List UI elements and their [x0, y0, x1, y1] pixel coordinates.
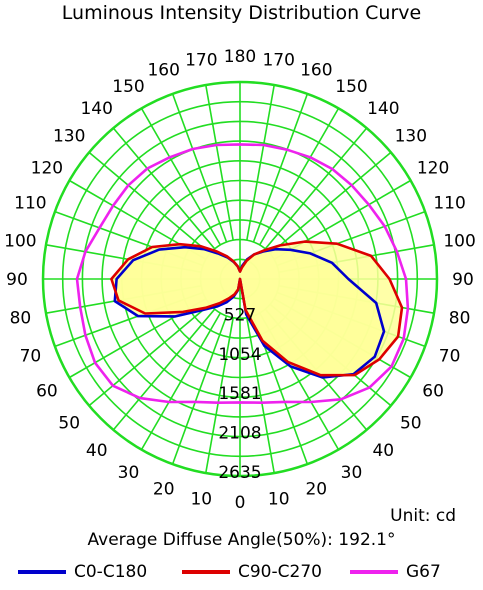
angle-tick-label: 60 [422, 382, 444, 402]
legend: C0-C180 C90-C270 G67 [0, 562, 483, 588]
grid-spoke [205, 317, 234, 474]
legend-swatch [18, 570, 66, 574]
angle-tick-label: 160 [300, 60, 332, 80]
legend-label: G67 [406, 562, 441, 582]
radial-tick-label: 1054 [218, 345, 261, 365]
angle-tick-label: 130 [395, 127, 427, 147]
angle-tick-label: 120 [417, 159, 449, 179]
grid-spoke [246, 317, 275, 474]
angle-tick-label: 160 [147, 60, 179, 80]
grid-spoke [264, 127, 368, 250]
angle-tick-label: 130 [53, 127, 85, 147]
angle-tick-label: 20 [305, 480, 327, 500]
angle-tick-label: 10 [190, 490, 212, 510]
grid-spoke [269, 151, 392, 255]
average-diffuse-angle-label: Average Diffuse Angle(50%): 192.1° [87, 530, 396, 550]
legend-item-g67: G67 [350, 562, 441, 582]
legend-swatch [182, 570, 230, 574]
angle-tick-label: 170 [262, 50, 294, 70]
grid-spoke [88, 303, 211, 407]
angle-tick-label: 70 [439, 346, 461, 366]
angle-tick-label: 0 [235, 493, 246, 513]
grid-spoke [88, 151, 211, 255]
polar-grid [41, 80, 439, 478]
angle-tick-label: 150 [112, 77, 144, 97]
legend-label: C0-C180 [74, 562, 148, 582]
grid-spoke [140, 107, 221, 246]
unit-label: Unit: cd [390, 506, 456, 526]
grid-spoke [112, 127, 216, 250]
legend-item-c90-c270: C90-C270 [182, 562, 322, 582]
angle-tick-label: 140 [367, 99, 399, 119]
angle-tick-label: 30 [341, 463, 363, 483]
angle-tick-label: 30 [118, 463, 140, 483]
fill-layer [111, 241, 403, 378]
grid-spoke [171, 93, 228, 243]
angle-tick-label: 120 [31, 159, 63, 179]
label-layer: 0102030405060708090100110120130140150160… [4, 47, 476, 513]
angle-tick-label: 50 [400, 413, 422, 433]
angle-tick-label: 50 [58, 413, 80, 433]
series-layer [75, 143, 410, 404]
angle-tick-label: 90 [452, 270, 474, 290]
angle-tick-label: 150 [335, 77, 367, 97]
angle-tick-label: 110 [14, 194, 46, 214]
angle-tick-label: 100 [443, 231, 475, 251]
grid-spoke [246, 84, 275, 241]
angle-tick-label: 170 [185, 50, 217, 70]
radial-tick-label: 2635 [218, 463, 261, 483]
grid-spoke [140, 312, 221, 451]
angle-tick-label: 10 [268, 490, 290, 510]
angle-tick-label: 80 [10, 309, 32, 329]
angle-tick-label: 110 [433, 194, 465, 214]
series-line-g67 [75, 143, 410, 404]
legend-swatch [350, 570, 398, 574]
radial-tick-label: 1581 [218, 384, 261, 404]
angle-tick-label: 80 [449, 309, 471, 329]
angle-tick-label: 60 [36, 382, 58, 402]
angle-tick-label: 40 [86, 441, 108, 461]
angle-tick-label: 140 [80, 99, 112, 119]
angle-tick-label: 100 [4, 231, 36, 251]
series-line-c90-c270 [110, 240, 404, 377]
grid-spoke [205, 84, 234, 241]
angle-tick-label: 40 [372, 441, 394, 461]
legend-item-c0-c180: C0-C180 [18, 562, 147, 582]
angle-tick-label: 180 [224, 47, 256, 67]
grid-spoke [252, 93, 309, 243]
angle-tick-label: 20 [153, 480, 175, 500]
legend-label: C90-C270 [238, 562, 322, 582]
radial-tick-label: 527 [224, 305, 256, 325]
angle-tick-label: 70 [20, 346, 42, 366]
grid-spoke [259, 107, 340, 246]
radial-tick-label: 2108 [218, 424, 261, 444]
grid-spoke [112, 308, 216, 431]
series-fill [111, 241, 403, 376]
chart-title: Luminous Intensity Distribution Curve [61, 2, 422, 24]
grid-spoke [171, 315, 228, 465]
angle-tick-label: 90 [6, 270, 28, 290]
